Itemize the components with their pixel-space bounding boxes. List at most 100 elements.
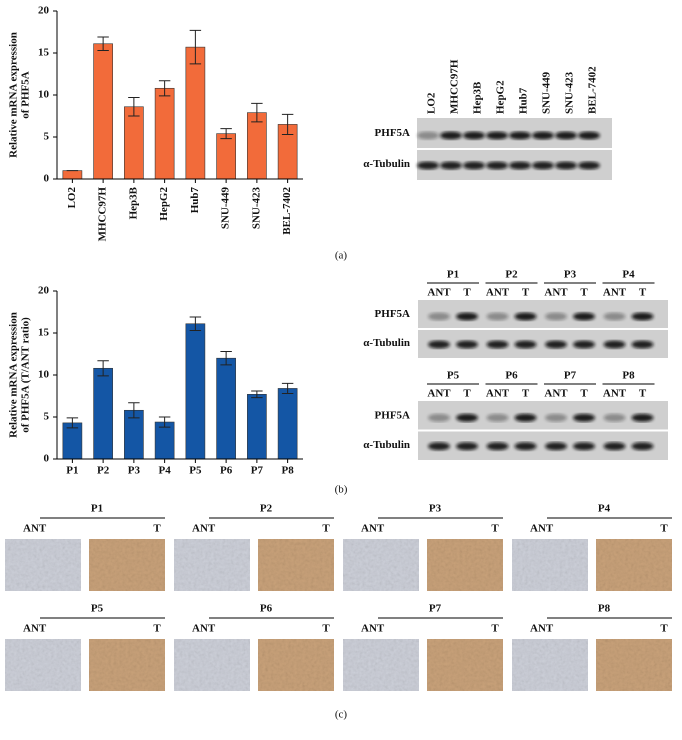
blot-band <box>545 340 567 349</box>
bar <box>93 43 113 180</box>
group-label: P6 <box>260 603 273 615</box>
blot-band <box>532 131 554 140</box>
ihc-image <box>512 639 588 691</box>
blot-band <box>417 131 439 140</box>
bar <box>62 170 83 180</box>
lane-label: T <box>639 287 647 299</box>
lane-label: ANT <box>544 287 568 299</box>
y-tick-label: 20 <box>38 285 50 297</box>
blot-band <box>603 312 626 321</box>
bar <box>154 421 175 460</box>
group-label: P6 <box>505 370 518 382</box>
ihc-image <box>5 639 81 691</box>
lane-label: ANT <box>603 287 627 299</box>
y-axis-label: of PHF5A <box>20 71 32 118</box>
panel-label: (a) <box>335 250 348 262</box>
error-bar <box>189 316 202 331</box>
ihc-image <box>343 639 419 691</box>
lane-label: ANT <box>23 623 47 635</box>
blot-band <box>573 340 595 349</box>
blot-band <box>603 340 626 349</box>
lane-label: ANT <box>427 388 451 400</box>
lane-label: T <box>491 523 499 535</box>
x-tick-label: P2 <box>97 465 110 477</box>
blot-band <box>486 312 509 321</box>
error-bar <box>281 113 294 135</box>
blot-band <box>573 413 595 422</box>
bar <box>185 323 206 460</box>
blot-band <box>555 131 577 140</box>
lane-label: T <box>322 623 330 635</box>
blot-band <box>573 312 595 321</box>
lane-label: T <box>660 623 668 635</box>
error-bar <box>251 102 263 123</box>
row-label: PHF5A <box>375 409 410 421</box>
blot-band <box>456 413 478 422</box>
blot-band <box>532 161 554 170</box>
ihc-image <box>174 539 250 591</box>
x-tick-label: Hep3B <box>127 186 139 219</box>
blot-band <box>514 442 537 451</box>
x-tick-label: LO2 <box>66 187 78 209</box>
blot-band <box>428 413 450 422</box>
blot-band <box>631 442 654 451</box>
lane-label: T <box>580 388 588 400</box>
x-tick-label: P8 <box>282 465 295 477</box>
lane-label: MHCC97H <box>449 59 461 114</box>
blot-band <box>456 442 478 451</box>
lane-label: T <box>322 523 330 535</box>
error-bar <box>251 390 263 399</box>
y-tick-label: 15 <box>38 327 50 339</box>
y-axis-label: of PHF5A (T/ANT ratio) <box>20 317 32 433</box>
lane-label: ANT <box>192 523 216 535</box>
y-axis-label: Relative mRNA expression <box>8 312 20 438</box>
lane-label: T <box>660 523 668 535</box>
bar <box>185 46 206 180</box>
error-bar <box>220 128 232 140</box>
bar <box>124 106 144 180</box>
row-label: α-Tubulin <box>363 337 410 349</box>
blot-band <box>631 413 654 422</box>
lane-label: T <box>463 388 471 400</box>
error-bar <box>97 36 109 51</box>
blot-band <box>578 131 600 140</box>
y-tick-label: 5 <box>44 411 50 423</box>
error-bar <box>189 29 202 65</box>
y-tick-label: 10 <box>38 89 50 101</box>
lane-label: T <box>639 388 647 400</box>
lane-label: ANT <box>603 388 627 400</box>
x-tick-label: HepG2 <box>158 187 170 221</box>
bar <box>277 388 298 460</box>
ihc-image <box>343 539 419 591</box>
x-tick-label: P3 <box>128 465 141 477</box>
group-label: P8 <box>622 370 635 382</box>
y-tick-label: 10 <box>38 369 50 381</box>
ihc-image <box>427 539 503 591</box>
lane-label: T <box>522 388 530 400</box>
error-bar <box>220 350 232 366</box>
blot-band <box>486 413 509 422</box>
lane-label: HepG2 <box>495 80 507 114</box>
ihc-image <box>427 639 503 691</box>
bar <box>216 357 236 460</box>
x-tick-label: P4 <box>159 465 172 477</box>
blot-band <box>463 131 485 140</box>
group-label: P4 <box>622 269 635 281</box>
x-tick-label: Hub7 <box>189 187 201 214</box>
blot-band <box>456 312 478 321</box>
group-label: P2 <box>260 503 273 515</box>
bar <box>216 133 236 180</box>
lane-label: ANT <box>530 623 554 635</box>
blot-band <box>509 161 531 170</box>
y-axis-label: Relative mRNA expression <box>8 32 20 158</box>
lane-label: ANT <box>486 287 510 299</box>
blot-band <box>428 340 450 349</box>
lane-label: LO2 <box>426 92 438 114</box>
error-bar <box>66 417 79 429</box>
x-tick-label: MHCC97H <box>97 187 109 242</box>
x-tick-label: P5 <box>189 465 202 477</box>
ihc-image <box>174 639 250 691</box>
panel-label: (b) <box>335 484 348 496</box>
ihc-image <box>89 639 165 691</box>
